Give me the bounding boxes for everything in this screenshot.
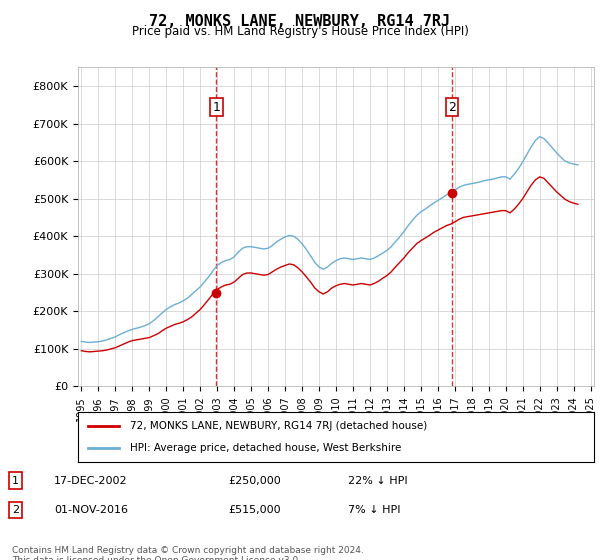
Text: 17-DEC-2002: 17-DEC-2002 (54, 476, 128, 486)
Text: 01-NOV-2016: 01-NOV-2016 (54, 505, 128, 515)
Text: £250,000: £250,000 (228, 476, 281, 486)
Text: Contains HM Land Registry data © Crown copyright and database right 2024.
This d: Contains HM Land Registry data © Crown c… (12, 546, 364, 560)
Text: 1: 1 (12, 476, 19, 486)
Text: 2: 2 (448, 101, 456, 114)
Text: 72, MONKS LANE, NEWBURY, RG14 7RJ: 72, MONKS LANE, NEWBURY, RG14 7RJ (149, 14, 451, 29)
Text: £515,000: £515,000 (228, 505, 281, 515)
Text: HPI: Average price, detached house, West Berkshire: HPI: Average price, detached house, West… (130, 443, 401, 453)
Text: 7% ↓ HPI: 7% ↓ HPI (348, 505, 401, 515)
Text: Price paid vs. HM Land Registry's House Price Index (HPI): Price paid vs. HM Land Registry's House … (131, 25, 469, 38)
Text: 72, MONKS LANE, NEWBURY, RG14 7RJ (detached house): 72, MONKS LANE, NEWBURY, RG14 7RJ (detac… (130, 421, 427, 431)
Text: 1: 1 (212, 101, 220, 114)
Text: 2: 2 (12, 505, 19, 515)
Text: 22% ↓ HPI: 22% ↓ HPI (348, 476, 407, 486)
